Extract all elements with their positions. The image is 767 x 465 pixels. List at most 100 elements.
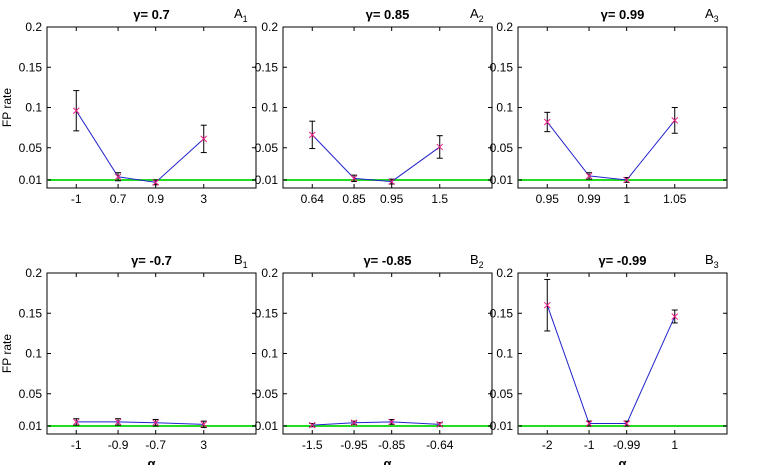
data-point-marker — [350, 419, 358, 427]
data-point-marker — [152, 179, 160, 186]
x-axis-label: α — [384, 456, 392, 465]
x-tick-label: -1 — [71, 192, 82, 206]
panel-label-sub: 2 — [479, 260, 484, 270]
y-tick-label: 0.1 — [25, 101, 42, 115]
marker-stroke — [436, 420, 444, 428]
y-axis-label: FP rate — [0, 88, 14, 127]
x-tick-label: 1.5 — [431, 192, 448, 206]
y-tick-label: 0.05 — [19, 387, 43, 401]
x-tick-label: -0.99 — [613, 438, 641, 452]
y-tick-label: 0.1 — [261, 101, 278, 115]
data-point-marker — [623, 420, 631, 427]
axes-box — [46, 272, 257, 435]
x-tick-label: 0.7 — [110, 192, 127, 206]
subplot-title: γ= -0.99 — [598, 253, 646, 268]
marker-stroke — [308, 421, 316, 429]
x-tick-label: 3 — [200, 438, 207, 452]
y-tick-label: 0.1 — [25, 347, 42, 361]
panel-label-letter: B — [234, 252, 243, 267]
x-tick-label: -0.95 — [340, 438, 368, 452]
data-point-marker — [200, 420, 208, 428]
y-tick-label: 0.15 — [490, 306, 514, 320]
data-point-marker — [543, 301, 551, 309]
x-tick-label: 3 — [200, 192, 207, 206]
y-tick-label: 0.05 — [490, 387, 514, 401]
x-tick-label: -0.7 — [145, 438, 166, 452]
subplot-b3: 0.01 0.05 0.1 0.15 0.2 -2 -1 -0.99 1 γ= -0.99 B3 α — [490, 252, 728, 465]
subplot-b2: 0.01 0.05 0.1 0.15 0.2 -1.5 -0.95 -0.85 -0.64 γ= … — [255, 252, 493, 465]
x-tick-label: 1 — [623, 192, 630, 206]
y-tick-label: 0.2 — [496, 266, 513, 280]
x-tick-label: 1 — [671, 438, 678, 452]
series-line — [75, 110, 205, 183]
x-tick-label: 1.05 — [663, 192, 687, 206]
subplot-a1: 0.01 0.05 0.1 0.15 0.2 -1 0.7 0.9 3 γ= 0.7 A1 FP ra… — [0, 6, 257, 206]
subplot-title: γ= -0.85 — [363, 253, 411, 268]
subplot-title: γ= 0.99 — [601, 7, 645, 22]
y-tick-label: 0.2 — [261, 266, 278, 280]
axes-box — [46, 26, 257, 189]
y-tick-label: 0.2 — [496, 20, 513, 34]
panel-label-letter: A — [705, 6, 714, 21]
x-axis-label: α — [619, 456, 627, 465]
axes-box — [517, 272, 728, 435]
panel-label: A1 — [234, 6, 248, 24]
data-point-marker — [623, 176, 631, 184]
x-tick-label: 0.95 — [380, 192, 404, 206]
y-tick-label: 0.15 — [255, 60, 279, 74]
y-tick-label: 0.2 — [261, 20, 278, 34]
marker-stroke — [388, 418, 396, 426]
subplot-title: γ= 0.7 — [133, 7, 170, 22]
x-tick-label: -0.9 — [108, 438, 129, 452]
y-tick-label: 0.05 — [19, 141, 43, 155]
panel-label: A2 — [470, 6, 484, 24]
panel-label-sub: 3 — [714, 14, 719, 24]
series-line — [546, 120, 676, 181]
data-point-marker — [671, 313, 679, 320]
subplot-b1: 0.01 0.05 0.1 0.15 0.2 -1 -0.9 -0.7 3 γ= -0.7 B1 FP… — [0, 252, 257, 465]
data-point-marker — [72, 418, 80, 426]
panel-label-sub: 2 — [479, 14, 484, 24]
marker-stroke — [200, 135, 208, 143]
x-tick-label: 0.99 — [577, 192, 601, 206]
marker-stroke — [350, 419, 358, 427]
panel-label: B1 — [234, 252, 248, 270]
y-tick-label: 0.05 — [255, 141, 279, 155]
marker-stroke — [152, 179, 160, 186]
data-point-marker — [388, 178, 396, 185]
marker-stroke — [200, 420, 208, 428]
panel-label-letter: B — [705, 252, 714, 267]
data-point-marker — [308, 131, 316, 139]
x-tick-label: -1.5 — [302, 438, 323, 452]
x-tick-label: -0.64 — [426, 438, 454, 452]
data-point-marker — [308, 421, 316, 429]
y-tick-label: 0.01 — [490, 419, 514, 433]
marker-stroke — [585, 420, 593, 427]
x-tick-label: 0.95 — [536, 192, 560, 206]
marker-stroke — [308, 131, 316, 139]
x-tick-label: -2 — [542, 438, 553, 452]
axes-box — [282, 26, 493, 189]
y-tick-label: 0.05 — [255, 387, 279, 401]
data-point-marker — [388, 418, 396, 426]
marker-stroke — [388, 178, 396, 185]
x-tick-label: 0.9 — [147, 192, 164, 206]
marker-stroke — [152, 419, 160, 427]
y-tick-label: 0.1 — [261, 347, 278, 361]
marker-stroke — [671, 117, 679, 124]
series-line — [546, 305, 676, 425]
subplot-a2: 0.01 0.05 0.1 0.15 0.2 0.64 0.85 0.95 1.5 γ= 0.85… — [255, 6, 493, 206]
x-tick-label: -0.85 — [378, 438, 406, 452]
x-tick-label: 0.64 — [301, 192, 325, 206]
series-line — [311, 134, 441, 183]
y-tick-label: 0.01 — [490, 173, 514, 187]
y-tick-label: 0.15 — [490, 60, 514, 74]
x-tick-label: -1 — [584, 438, 595, 452]
panel-label-sub: 3 — [714, 260, 719, 270]
axes-box — [282, 272, 493, 435]
marker-stroke — [623, 176, 631, 184]
panel-label-letter: A — [470, 6, 479, 21]
panel-label: B3 — [705, 252, 719, 270]
series-line — [312, 421, 440, 426]
marker-stroke — [350, 174, 358, 182]
